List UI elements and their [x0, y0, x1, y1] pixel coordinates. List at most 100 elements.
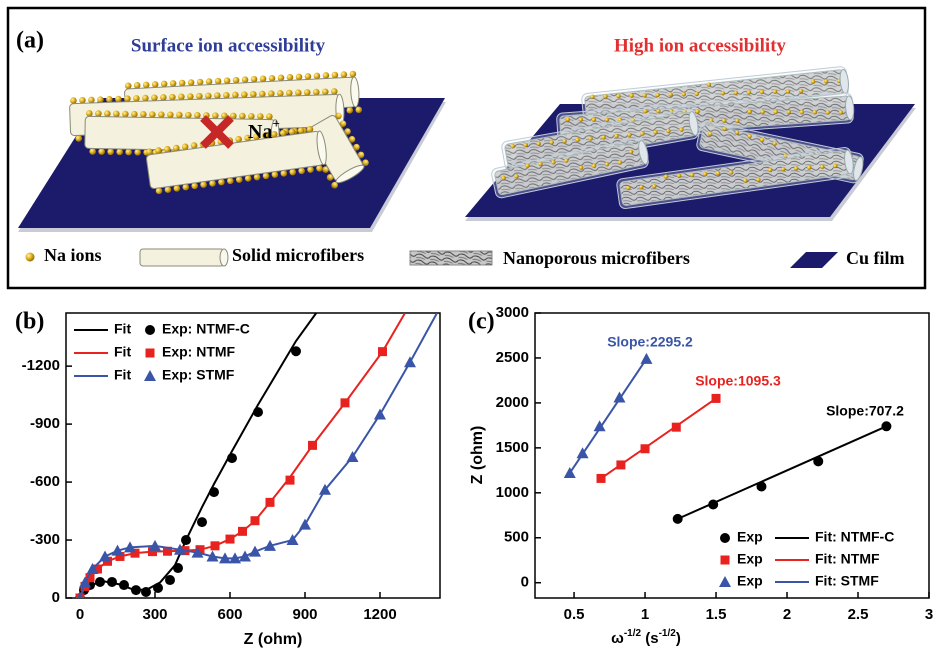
legend-label: Fit	[114, 367, 131, 383]
data-point	[341, 398, 350, 407]
legend-porous-fiber	[410, 251, 492, 265]
legend-text: Na ions	[44, 245, 102, 265]
data-point	[226, 535, 235, 544]
panel-label: (c)	[468, 309, 495, 335]
ion-sup: +	[272, 116, 279, 131]
data-point	[141, 587, 151, 597]
x-tick-label: 1	[641, 606, 649, 623]
x-tick-label: 1.5	[706, 606, 727, 623]
legend-label: Fit: STMF	[815, 573, 879, 589]
data-point	[249, 546, 261, 557]
data-point	[347, 451, 359, 462]
legend-label: Fit: NTMF-C	[815, 529, 894, 545]
x-axis-label: ω-1/2 (s-1/2)	[611, 628, 681, 647]
x-axis-label-sup: -1/2	[624, 628, 642, 639]
x-axis-label-part: )	[676, 630, 681, 647]
data-point	[99, 550, 111, 561]
ion	[349, 71, 356, 78]
legend-label: Fit: NTMF	[815, 551, 880, 567]
x-tick-label: 2	[783, 606, 791, 623]
y-tick-label: -600	[30, 473, 60, 490]
data-point	[197, 517, 207, 527]
x-tick-label: 1200	[363, 606, 396, 623]
data-point	[165, 575, 175, 585]
x-axis-label-part: ω	[611, 630, 624, 647]
legend-solid-fiber	[140, 249, 228, 266]
x-axis-label-sup: -1/2	[659, 628, 677, 639]
data-point	[378, 347, 387, 356]
legend-text: Cu film	[846, 248, 905, 268]
legend-text: Nanoporous microfibers	[503, 248, 690, 268]
legend-label: Exp: STMF	[162, 367, 235, 383]
fit-line	[678, 426, 887, 519]
data-point	[404, 356, 416, 367]
y-tick-label: 0	[521, 574, 529, 591]
ion-text: Na	[248, 121, 272, 143]
x-tick-label: 0.5	[564, 606, 585, 623]
data-point	[238, 527, 247, 536]
panel-label: (a)	[16, 28, 44, 54]
x-tick-label: 300	[142, 606, 167, 623]
data-point	[211, 541, 220, 550]
legend-text: Solid microfibers	[232, 245, 364, 265]
data-point	[95, 577, 105, 587]
legend-label: Fit	[114, 321, 131, 337]
y-tick-label: -900	[30, 415, 60, 432]
data-point	[291, 346, 301, 356]
left-title: Surface ion accessibility	[131, 35, 326, 56]
legend-marker	[720, 533, 730, 543]
y-tick-label: -300	[30, 531, 60, 548]
y-tick-label: -1200	[22, 357, 60, 374]
ion	[88, 97, 95, 104]
legend-cu	[790, 252, 838, 268]
legend-marker	[144, 370, 156, 381]
x-tick-label: 2.5	[848, 606, 869, 623]
data-point	[308, 441, 317, 450]
data-point	[153, 583, 163, 593]
y-tick-label: 500	[504, 529, 529, 546]
legend-ion	[26, 253, 35, 262]
legend-label: Exp	[737, 573, 763, 589]
page: {"panel_a": {"label": "(a)", "left_title…	[0, 0, 934, 649]
y-tick-label: 2500	[496, 349, 529, 366]
x-tick-label: 900	[292, 606, 317, 623]
y-tick-label: 1000	[496, 484, 529, 501]
legend-label: Exp: NTMF-C	[162, 321, 250, 337]
data-point	[251, 516, 260, 525]
right-title: High ion accessibility	[614, 35, 787, 56]
ion	[79, 97, 86, 104]
x-axis-label: Z (ohm)	[244, 631, 303, 648]
data-point	[227, 453, 237, 463]
ion	[70, 97, 77, 104]
fit-line	[601, 398, 716, 478]
y-tick-label: 1500	[496, 439, 529, 456]
data-point	[299, 519, 311, 530]
x-tick-label: 0	[76, 606, 84, 623]
legend-marker	[146, 349, 155, 358]
legend-label: Exp	[737, 529, 763, 545]
data-point	[119, 580, 129, 590]
data-point	[640, 353, 652, 364]
y-tick-label: 2000	[496, 394, 529, 411]
legend-label: Fit	[114, 344, 131, 360]
x-axis-label-part: (s	[641, 630, 659, 647]
x-tick-label: 600	[217, 606, 242, 623]
legend-label: Exp: NTMF	[162, 344, 236, 360]
legend-label: Exp	[737, 551, 763, 567]
data-point	[107, 577, 117, 587]
x-tick-label: 3	[925, 606, 933, 623]
y-axis-label: Z (ohm)	[469, 426, 486, 485]
data-point	[131, 585, 141, 595]
fibers	[69, 66, 865, 209]
y-tick-label: 3000	[496, 304, 529, 321]
data-point	[209, 487, 219, 497]
annotation: Slope:707.2	[826, 403, 904, 419]
data-point	[286, 476, 295, 485]
data-point	[181, 535, 191, 545]
data-point	[374, 408, 386, 419]
y-tick-label: 0	[52, 589, 60, 606]
data-point	[173, 563, 183, 573]
legend-marker	[721, 556, 730, 565]
annotation: Slope:2295.2	[607, 334, 693, 350]
annotation: Slope:1095.3	[695, 373, 781, 389]
